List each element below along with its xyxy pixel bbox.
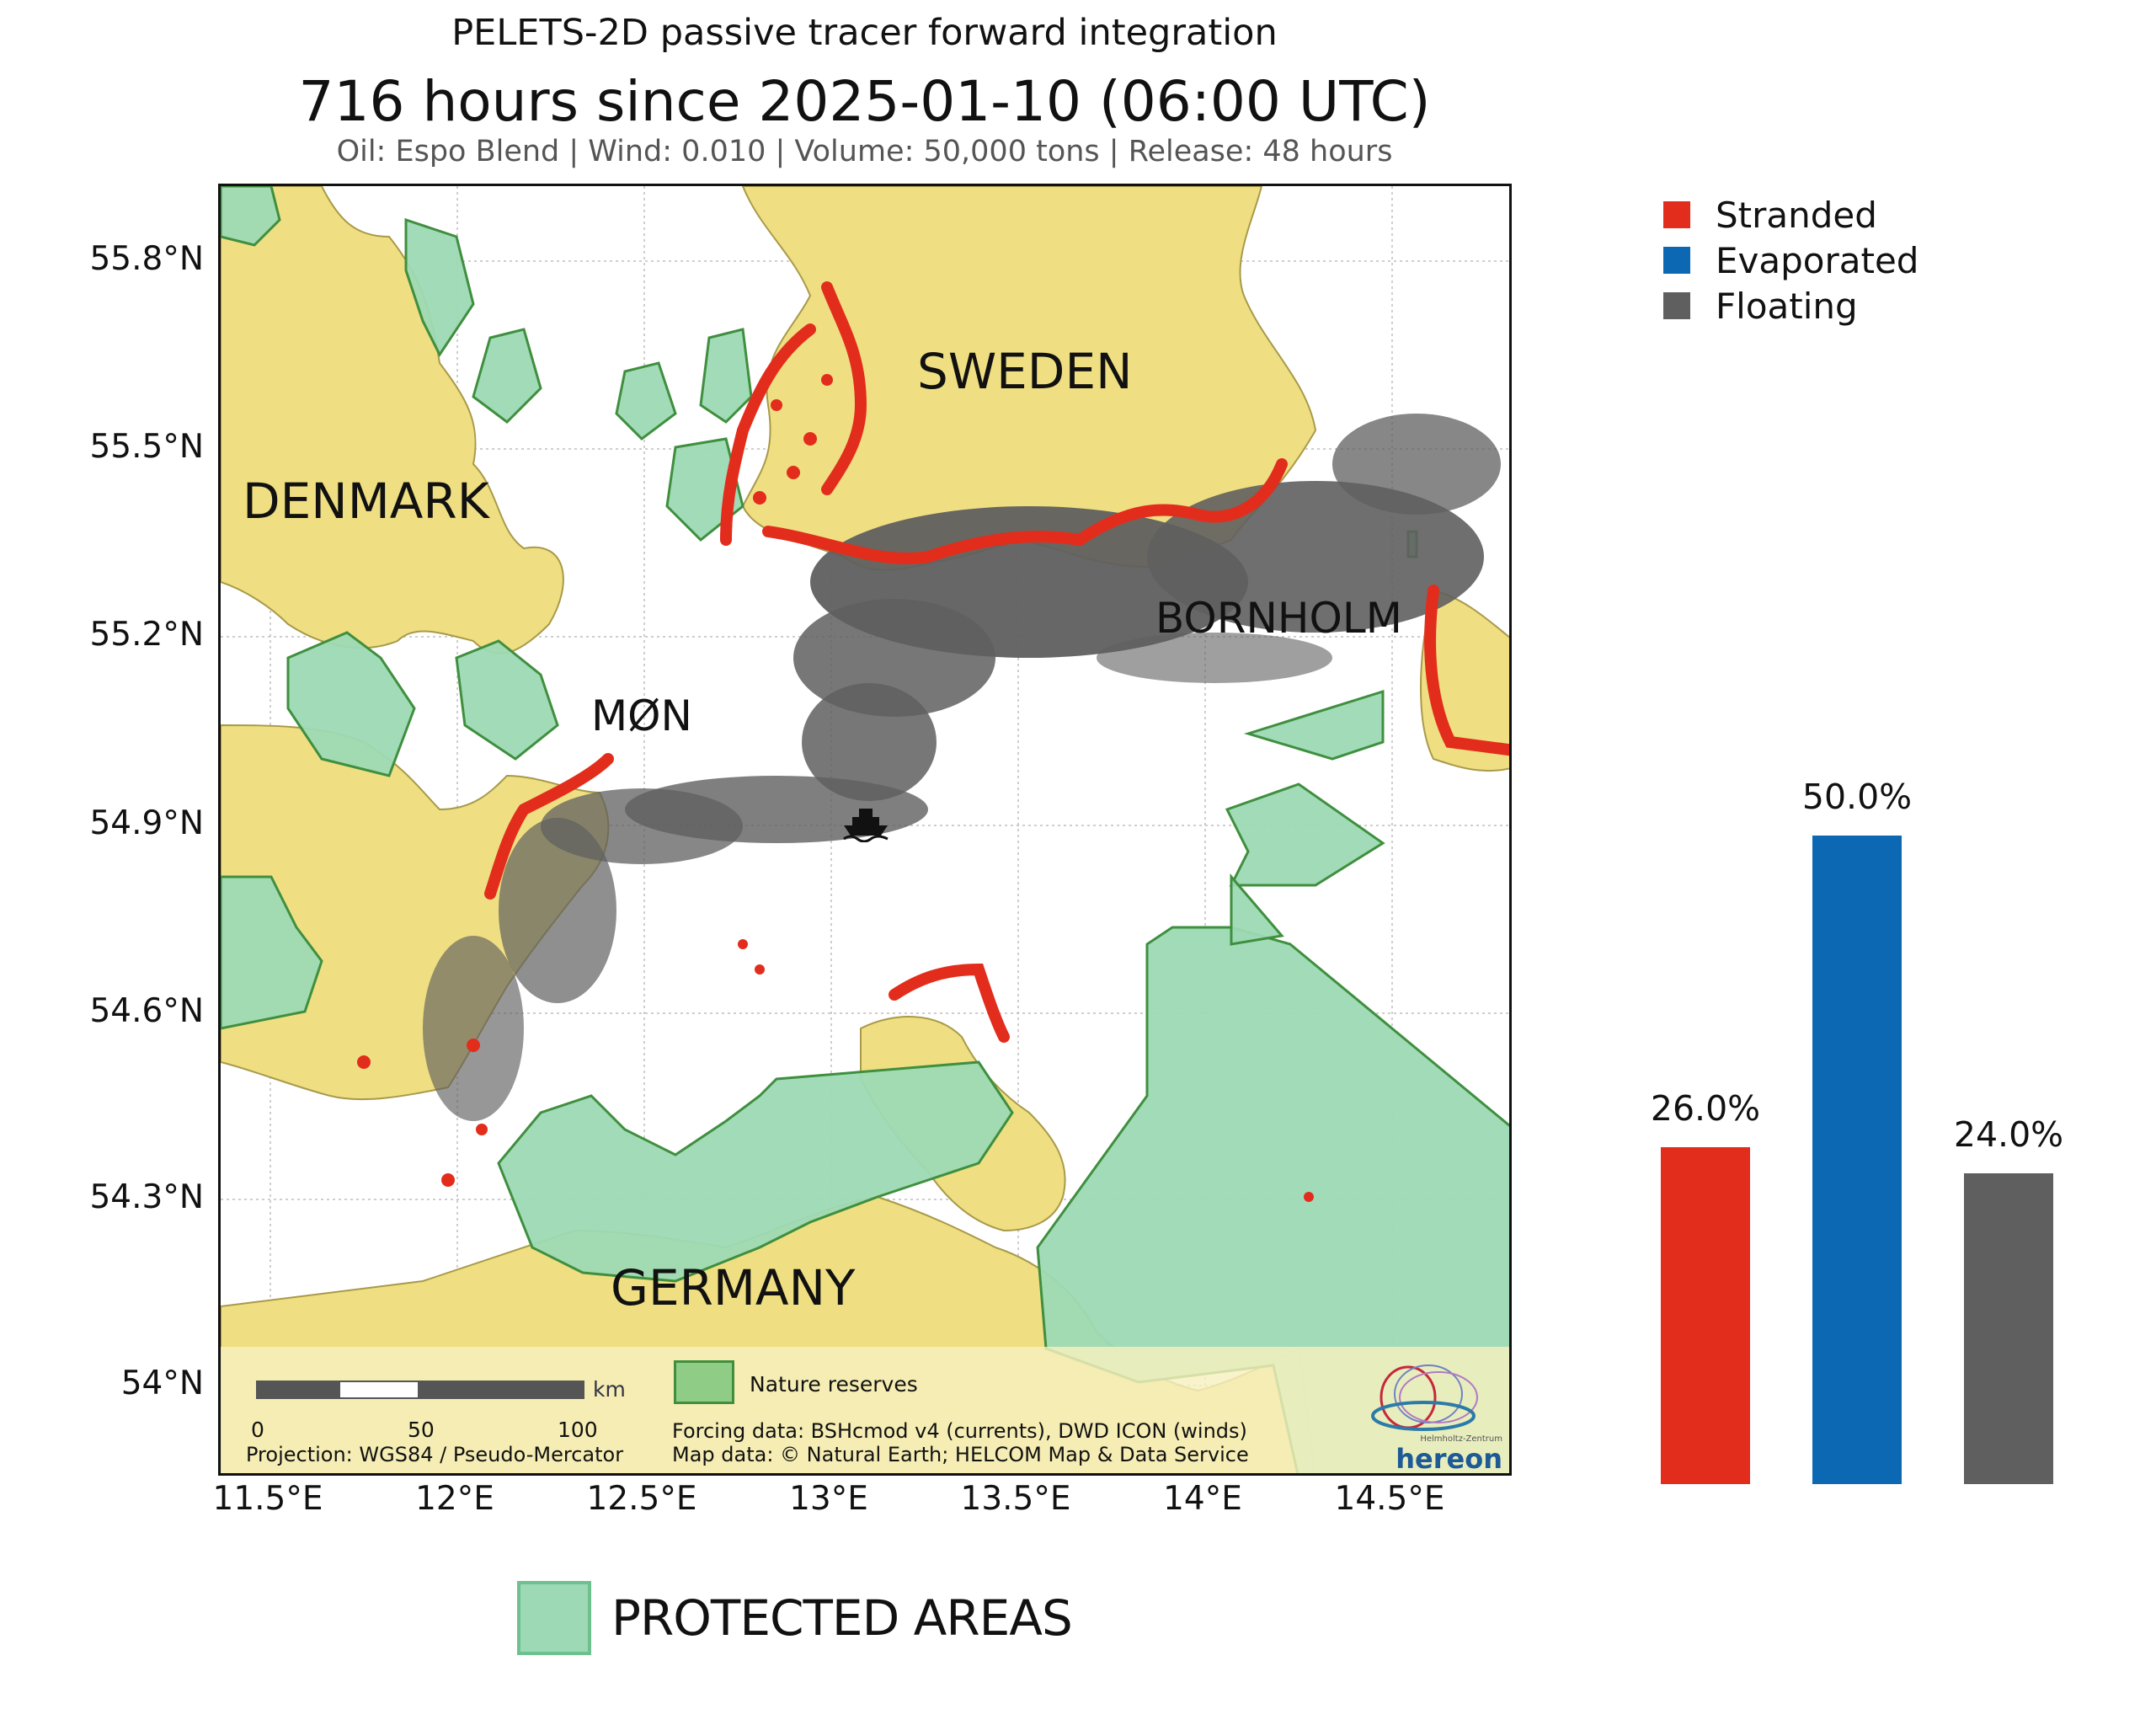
scale-unit: km	[593, 1377, 626, 1402]
map-data-text: Map data: © Natural Earth; HELCOM Map & …	[672, 1443, 1249, 1466]
projection-text: Projection: WGS84 / Pseudo-Mercator	[246, 1443, 624, 1466]
stranded-particles	[484, 281, 1509, 1043]
lon-tick-label: 11.5°E	[212, 1480, 323, 1518]
lon-tick-label: 13°E	[789, 1480, 868, 1518]
scale-tick-50: 50	[408, 1418, 435, 1442]
floating-particles	[423, 414, 1501, 1121]
lon-tick-label: 14°E	[1163, 1480, 1242, 1518]
lon-tick-label: 14.5°E	[1334, 1480, 1445, 1518]
bar-value-label: 24.0%	[1953, 1114, 2064, 1155]
bar-value-label: 50.0%	[1801, 777, 1913, 817]
legend-item-stranded: Stranded	[1663, 194, 1877, 236]
page-title: 716 hours since 2025-01-10 (06:00 UTC)	[298, 69, 1431, 134]
forcing-text: Forcing data: BSHcmod v4 (currents), DWD…	[672, 1419, 1247, 1443]
map-panel[interactable]: SWEDEN DENMARK GERMANY BORNHOLM MØN km 0…	[218, 184, 1512, 1476]
logo-text: hereon	[1396, 1443, 1502, 1475]
protected-areas-swatch	[517, 1581, 591, 1655]
lon-tick-label: 12.5°E	[586, 1480, 697, 1518]
label-bornholm: BORNHOLM	[1155, 594, 1402, 643]
title-line-1: PELETS-2D passive tracer forward integra…	[451, 12, 1278, 54]
label-denmark: DENMARK	[243, 473, 489, 530]
lat-tick-label: 55.5°N	[89, 428, 204, 466]
stranded-scatter	[357, 374, 1314, 1202]
legend-item-evaporated: Evaporated	[1663, 239, 1919, 281]
lat-tick-label: 54.6°N	[89, 992, 204, 1030]
label-sweden: SWEDEN	[917, 343, 1133, 400]
scale-tick-100: 100	[558, 1418, 598, 1442]
scale-tick-0: 0	[251, 1418, 264, 1442]
legend-label: Evaporated	[1716, 239, 1919, 281]
lon-tick-label: 12°E	[415, 1480, 494, 1518]
protected-areas-legend: PROTECTED AREAS	[517, 1581, 1073, 1655]
legend-swatch-evaporated	[1663, 247, 1690, 274]
bar-evaporated	[1812, 836, 1902, 1484]
lat-tick-label: 54.3°N	[89, 1178, 204, 1216]
nature-reserves-label: Nature reserves	[750, 1372, 918, 1397]
protected-areas-label: PROTECTED AREAS	[611, 1589, 1073, 1647]
bar-stranded	[1661, 1147, 1750, 1484]
subtitle: Oil: Espo Blend | Wind: 0.010 | Volume: …	[336, 135, 1393, 168]
lat-tick-label: 54.9°N	[89, 804, 204, 842]
label-germany: GERMANY	[611, 1259, 856, 1316]
land-denmark	[221, 186, 564, 654]
lon-tick-label: 13.5°E	[960, 1480, 1071, 1518]
legend-label: Floating	[1716, 285, 1858, 327]
fraction-bar-chart: 26.0% 50.0% 24.0%	[1651, 758, 2063, 1484]
lat-tick-label: 55.2°N	[89, 616, 204, 654]
map-info-strip	[221, 1347, 1509, 1473]
bar-floating	[1964, 1173, 2053, 1484]
ship-icon	[842, 805, 889, 843]
hereon-logo: Helmholtz-Zentrum hereon	[1358, 1347, 1509, 1473]
legend-label: Stranded	[1716, 194, 1877, 236]
bar-value-label: 26.0%	[1650, 1088, 1761, 1129]
legend-item-floating: Floating	[1663, 285, 1858, 327]
lat-tick-label: 55.8°N	[89, 240, 204, 278]
legend-swatch-floating	[1663, 292, 1690, 319]
logo-subtext: Helmholtz-Zentrum	[1420, 1434, 1502, 1444]
scale-bar	[256, 1381, 584, 1399]
label-mon: MØN	[591, 692, 692, 740]
protected-areas	[221, 186, 1509, 1473]
legend-swatch-stranded	[1663, 201, 1690, 228]
nature-reserves-swatch	[674, 1360, 734, 1404]
lat-tick-label: 54°N	[120, 1365, 204, 1402]
